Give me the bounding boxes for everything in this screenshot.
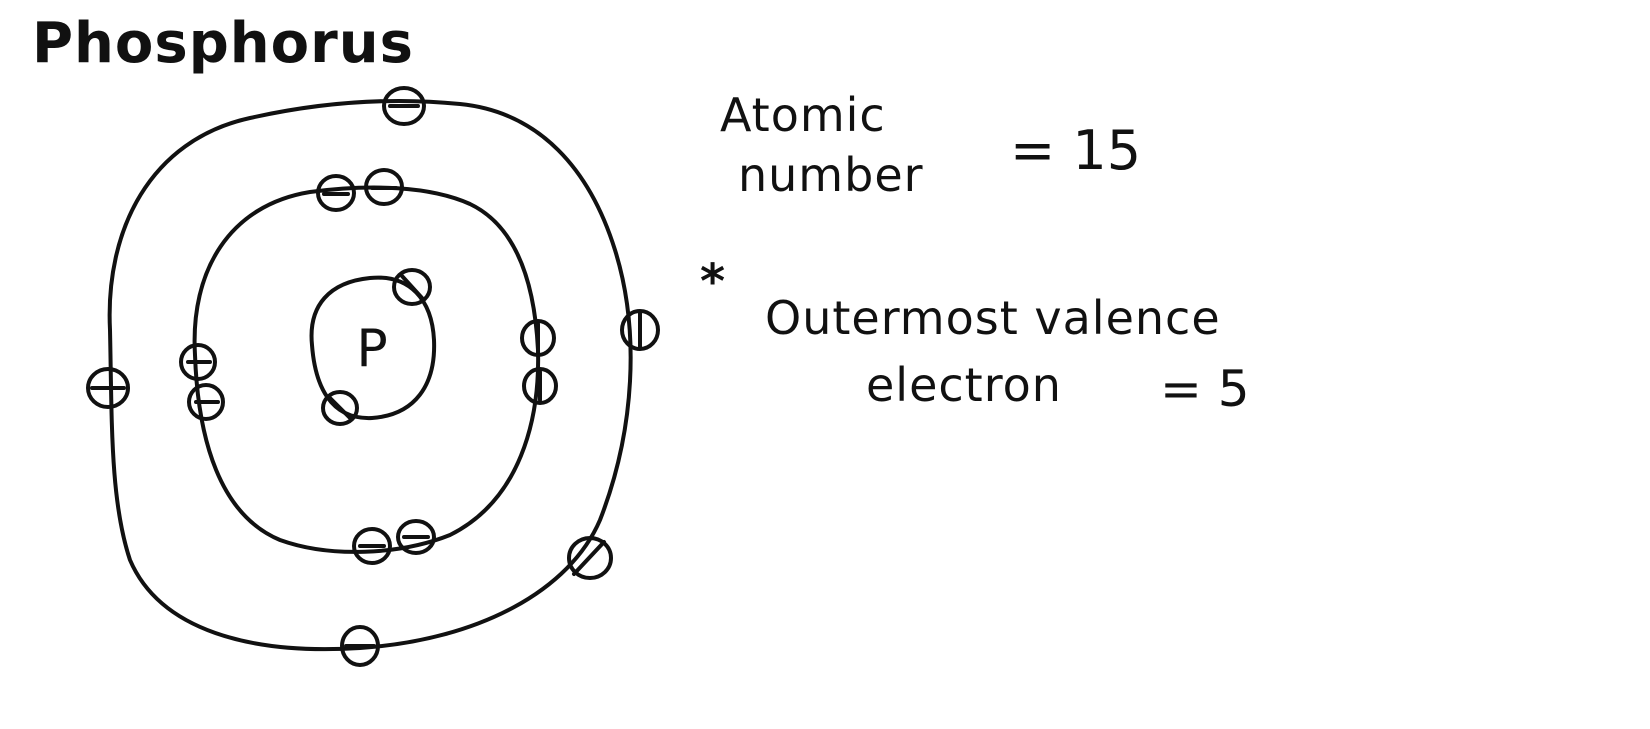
- electron: [620, 309, 660, 351]
- electron: [86, 367, 130, 409]
- shell-1-electrons: [321, 268, 432, 426]
- electron: [520, 319, 556, 357]
- electron: [316, 174, 356, 212]
- electron: [352, 527, 392, 565]
- electron: [340, 625, 380, 667]
- electron: [187, 383, 225, 421]
- nucleus-symbol: P: [356, 319, 387, 379]
- electron: [522, 367, 558, 405]
- asterisk-marker: *: [700, 254, 726, 310]
- atomic-number-label-line1: Atomic: [720, 88, 886, 142]
- element-title: Phosphorus: [32, 11, 414, 76]
- electron: [567, 536, 613, 580]
- electron: [179, 343, 217, 381]
- electron: [396, 519, 436, 555]
- atomic-number-value: = 15: [1010, 119, 1142, 182]
- electron: [382, 86, 426, 126]
- shell-2-electrons: [179, 168, 558, 565]
- valence-label-line1: Outermost valence: [765, 291, 1221, 345]
- shell-3-electrons: [86, 86, 660, 667]
- atomic-number-label-line2: number: [738, 148, 924, 202]
- electron: [392, 268, 432, 306]
- electron: [321, 390, 359, 426]
- shell-3-orbit: [107, 98, 633, 652]
- electron: [364, 168, 404, 206]
- valence-label-line2: electron: [866, 358, 1062, 412]
- valence-value: = 5: [1160, 360, 1250, 418]
